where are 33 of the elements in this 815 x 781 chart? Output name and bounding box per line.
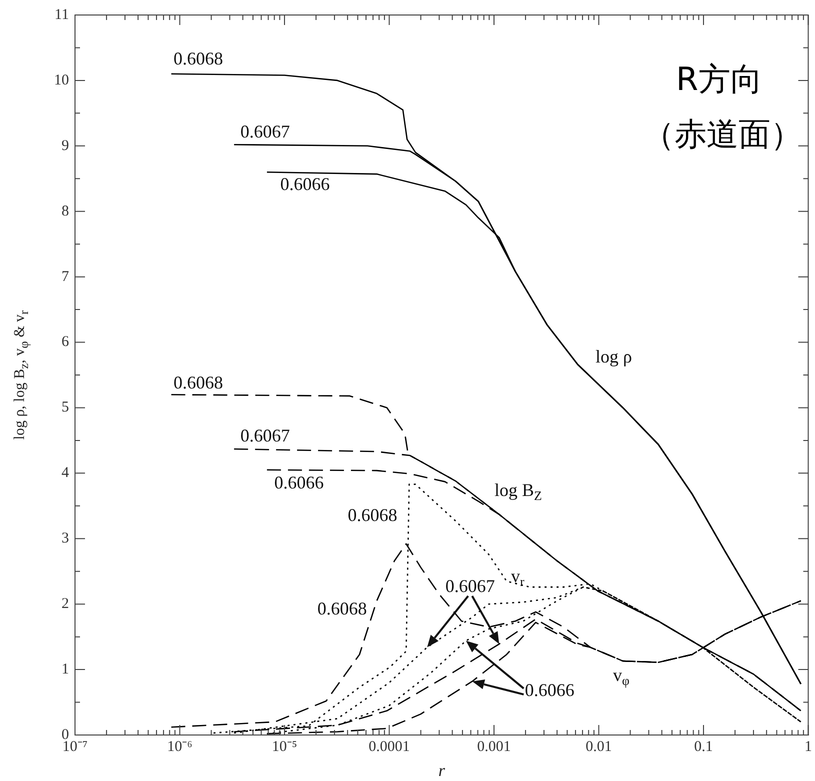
y-tick-label: 8 xyxy=(62,203,69,220)
annotation: R方向 xyxy=(676,59,762,100)
annotation: 0.6068 xyxy=(348,505,398,526)
x-tick-label: 0.001 xyxy=(477,738,511,755)
annotation: 0.6067 xyxy=(240,121,290,142)
x-tick-label: 10⁻⁵ xyxy=(272,738,298,755)
x-axis-title: r xyxy=(438,761,445,781)
x-tick-label: 10⁻⁶ xyxy=(167,738,192,755)
annotation: （赤道面） xyxy=(642,114,802,155)
x-tick-label: 10⁻⁷ xyxy=(62,738,88,755)
annotation: 0.6067 xyxy=(240,426,290,446)
annotation: 0.6067 xyxy=(445,576,495,596)
x-tick-label: 0.0001 xyxy=(368,738,410,755)
y-tick-label: 5 xyxy=(62,400,69,416)
annotation: 0.6066 xyxy=(524,680,574,700)
y-tick-label: 11 xyxy=(54,6,69,23)
annotation: 0.6068 xyxy=(174,48,224,69)
y-tick-label: 3 xyxy=(62,530,69,547)
x-tick-label: 0.1 xyxy=(694,738,713,755)
y-tick-label: 6 xyxy=(62,334,70,350)
y-tick-label: 1 xyxy=(62,661,69,678)
y-tick-label: 7 xyxy=(62,268,70,285)
annotation: 0.6068 xyxy=(174,372,224,392)
y-tick-label: 10 xyxy=(54,72,69,88)
y-tick-label: 2 xyxy=(62,596,69,612)
x-tick-label: 1 xyxy=(804,738,812,755)
annotation: 0.6066 xyxy=(280,174,330,194)
y-tick-label: 9 xyxy=(62,138,69,154)
annotation: log ρ xyxy=(595,346,632,366)
x-tick-label: 0.01 xyxy=(586,738,612,755)
annotation: 0.6068 xyxy=(317,598,367,619)
y-tick-label: 4 xyxy=(62,465,70,482)
annotation: 0.6066 xyxy=(274,472,324,493)
